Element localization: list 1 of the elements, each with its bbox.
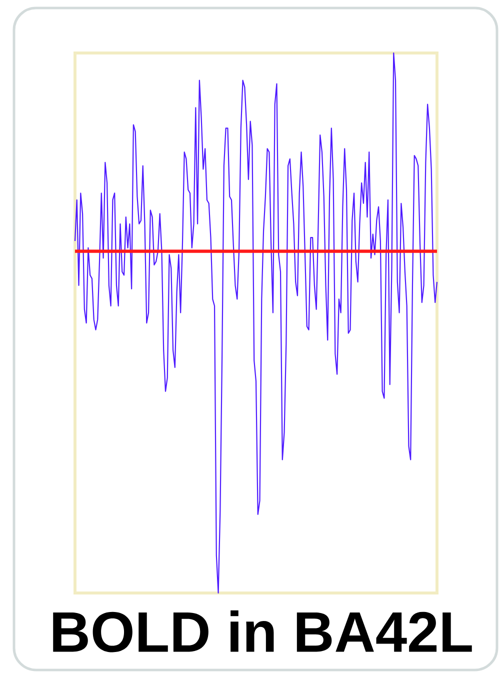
text: BOLD in BA42L: [53, 610, 472, 652]
